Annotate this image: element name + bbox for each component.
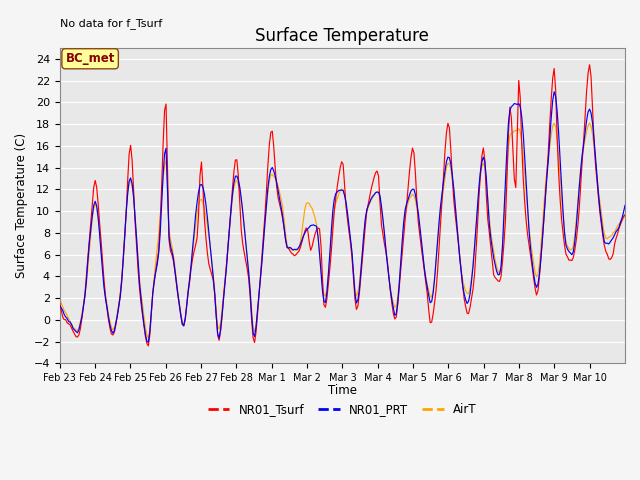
X-axis label: Time: Time bbox=[328, 384, 357, 397]
Text: No data for f_Tsurf: No data for f_Tsurf bbox=[60, 18, 162, 29]
Y-axis label: Surface Temperature (C): Surface Temperature (C) bbox=[15, 133, 28, 278]
Legend: NR01_Tsurf, NR01_PRT, AirT: NR01_Tsurf, NR01_PRT, AirT bbox=[204, 398, 481, 420]
Text: BC_met: BC_met bbox=[65, 52, 115, 65]
Title: Surface Temperature: Surface Temperature bbox=[255, 27, 429, 45]
